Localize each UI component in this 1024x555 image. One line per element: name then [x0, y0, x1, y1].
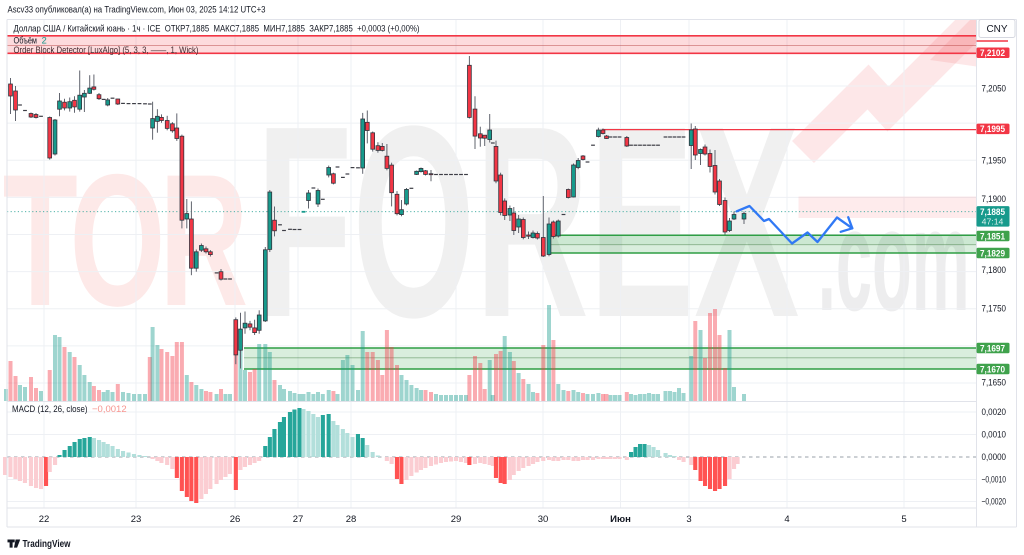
svg-text:26: 26	[230, 514, 241, 525]
svg-text:−0,0020: −0,0020	[982, 497, 1007, 507]
svg-text:5: 5	[901, 514, 906, 525]
svg-text:−0,0010: −0,0010	[982, 475, 1007, 485]
svg-text:23: 23	[131, 514, 142, 525]
svg-text:Доллар США / Китайский юань ·: Доллар США / Китайский юань · 1ч · ICE О…	[14, 23, 420, 34]
svg-text:22: 22	[39, 514, 50, 525]
svg-text:TOR: TOR	[3, 135, 249, 346]
svg-text:7,1670: 7,1670	[980, 364, 1005, 374]
svg-text:7,1697: 7,1697	[980, 343, 1005, 353]
svg-text:47:14: 47:14	[982, 217, 1004, 227]
svg-text:0,0020: 0,0020	[982, 407, 1007, 417]
svg-text:TradingView: TradingView	[23, 539, 71, 550]
svg-text:7,1950: 7,1950	[982, 156, 1007, 166]
svg-text:28: 28	[346, 514, 357, 525]
svg-text:7,1829: 7,1829	[980, 248, 1005, 258]
svg-text:3: 3	[686, 514, 691, 525]
svg-text:7,1650: 7,1650	[982, 378, 1007, 388]
svg-text:7,1885: 7,1885	[980, 207, 1005, 217]
svg-text:Order Block Detector [LuxAlgo]: Order Block Detector [LuxAlgo] (5, 3, 3,…	[14, 45, 199, 55]
svg-text:.com: .com	[818, 179, 970, 342]
svg-text:7,1995: 7,1995	[980, 124, 1005, 134]
svg-text:4: 4	[784, 514, 789, 525]
svg-text:0,0000: 0,0000	[982, 452, 1007, 462]
svg-text:27: 27	[293, 514, 304, 525]
svg-text:Июн: Июн	[610, 514, 631, 525]
svg-text:7,1851: 7,1851	[980, 231, 1005, 241]
svg-text:7,2050: 7,2050	[982, 84, 1007, 94]
svg-text:7,1750: 7,1750	[982, 304, 1007, 314]
svg-text:CNY: CNY	[986, 24, 1007, 35]
svg-text:MACD (12, 26, close)−0,0012: MACD (12, 26, close) −0,0012	[12, 404, 127, 415]
svg-text:7,1800: 7,1800	[982, 265, 1007, 275]
svg-text:0,0010: 0,0010	[982, 430, 1007, 440]
svg-text:30: 30	[538, 514, 549, 525]
svg-text:7,1900: 7,1900	[982, 194, 1007, 204]
svg-text:7,2102: 7,2102	[980, 48, 1005, 58]
svg-text:Ascv33 опубликовал(а) на Tradi: Ascv33 опубликовал(а) на TradingView.com…	[8, 5, 266, 15]
svg-text:FOREX: FOREX	[256, 70, 799, 375]
svg-text:29: 29	[451, 514, 462, 525]
